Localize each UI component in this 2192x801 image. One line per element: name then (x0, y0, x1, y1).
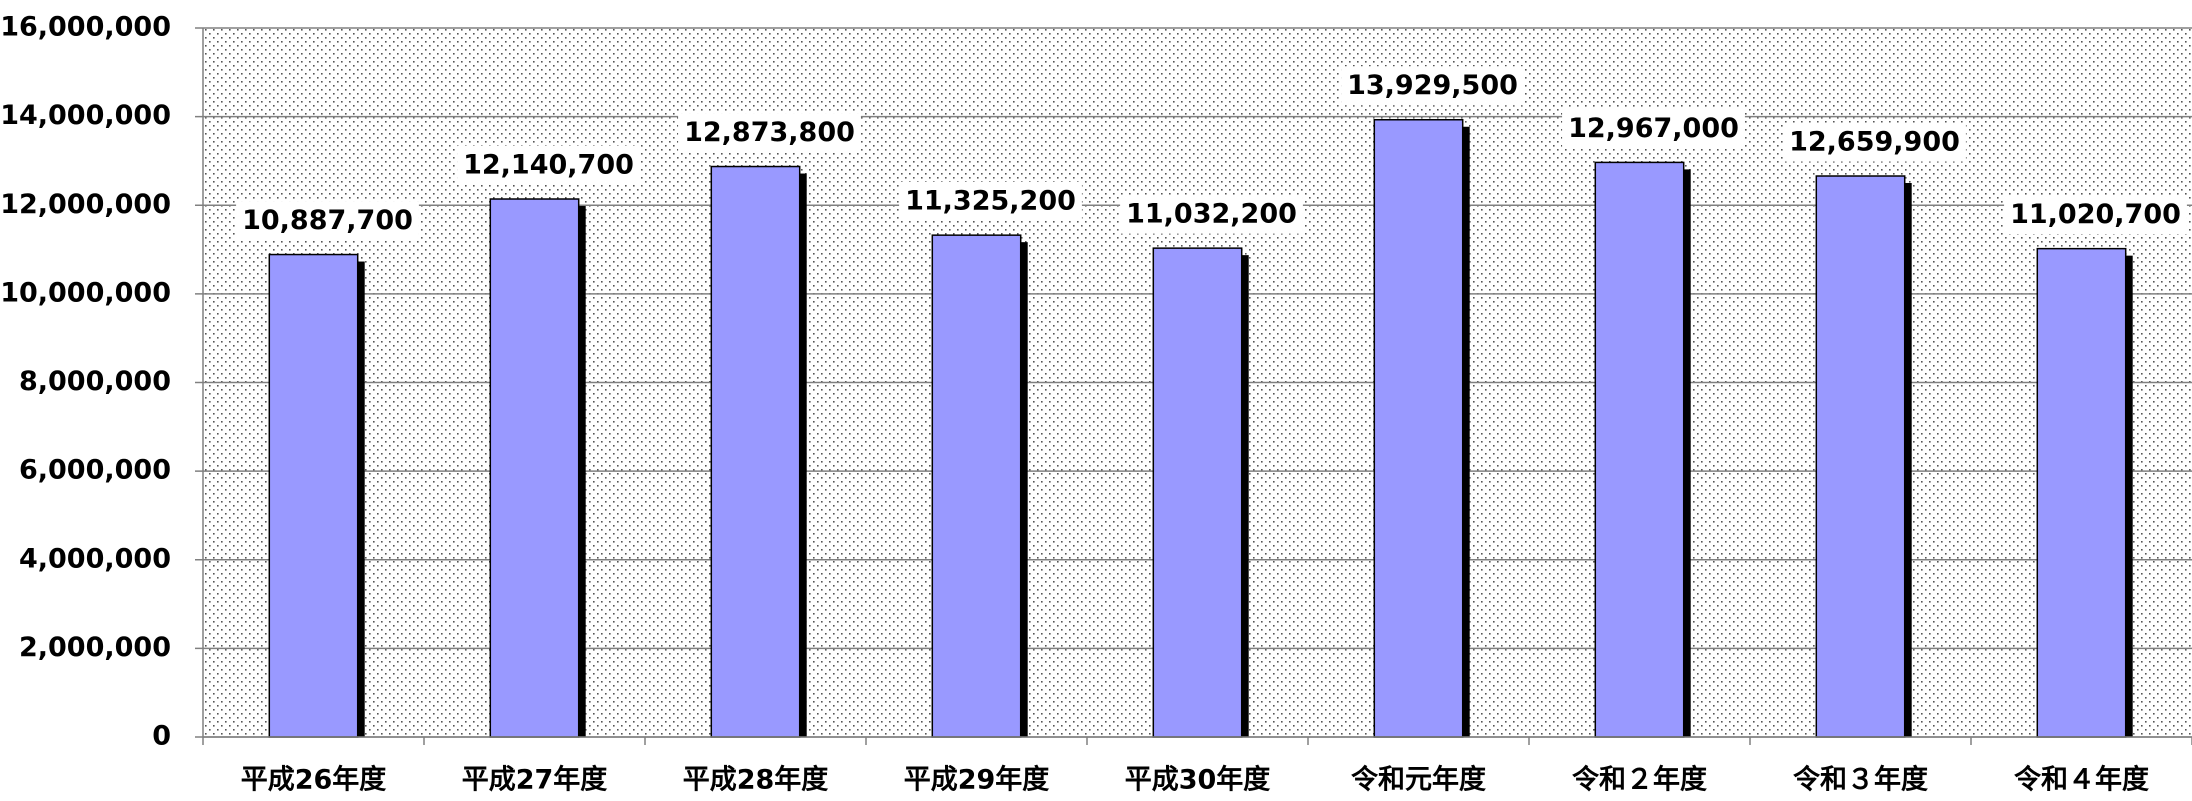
data-label-background (1783, 122, 1966, 162)
data-label: 10,887,700 (242, 205, 413, 236)
y-tick-label: 12,000,000 (0, 189, 171, 220)
data-label: 12,967,000 (1568, 113, 1739, 144)
y-tick-label: 4,000,000 (19, 543, 171, 574)
x-tick-label: 平成28年度 (683, 764, 829, 796)
bar (1815, 175, 1906, 738)
data-label-background (899, 181, 1082, 221)
x-tick-label: 平成29年度 (904, 764, 1050, 796)
bar (489, 198, 580, 738)
data-label-background (1562, 108, 1745, 148)
data-label: 12,140,700 (463, 150, 634, 181)
data-label: 11,325,200 (905, 186, 1076, 217)
data-label-background (236, 201, 419, 241)
data-label-background (457, 145, 640, 185)
bar (710, 165, 801, 738)
y-tick-label: 6,000,000 (19, 455, 171, 486)
bar (931, 234, 1022, 738)
bar (268, 253, 359, 738)
data-label-background (1341, 66, 1524, 106)
data-label: 11,020,700 (2010, 199, 2181, 230)
bar (1373, 118, 1464, 738)
data-label-background (678, 113, 861, 153)
x-tick-label: 平成30年度 (1125, 764, 1271, 796)
y-tick-label: 8,000,000 (19, 366, 171, 397)
data-label: 11,032,200 (1126, 199, 1297, 230)
x-tick-label: 令和４年度 (2014, 764, 2149, 796)
bar (2036, 247, 2127, 738)
x-tick-label: 令和３年度 (1793, 764, 1928, 796)
data-label-background (1120, 194, 1303, 234)
bar (1594, 161, 1685, 738)
x-tick-label: 平成27年度 (462, 764, 608, 796)
data-label: 12,873,800 (684, 117, 855, 148)
data-label-background (2004, 195, 2187, 235)
bar (1152, 247, 1243, 738)
data-label: 12,659,900 (1789, 127, 1960, 158)
y-tick-label: 0 (152, 721, 171, 752)
x-tick-label: 令和２年度 (1572, 764, 1707, 796)
x-tick-label: 平成26年度 (241, 764, 387, 796)
y-tick-label: 16,000,000 (0, 12, 171, 43)
data-label: 13,929,500 (1347, 70, 1518, 101)
y-tick-label: 14,000,000 (0, 100, 171, 131)
y-tick-label: 2,000,000 (19, 632, 171, 663)
x-tick-label: 令和元年度 (1351, 764, 1486, 796)
y-tick-label: 10,000,000 (0, 277, 171, 308)
